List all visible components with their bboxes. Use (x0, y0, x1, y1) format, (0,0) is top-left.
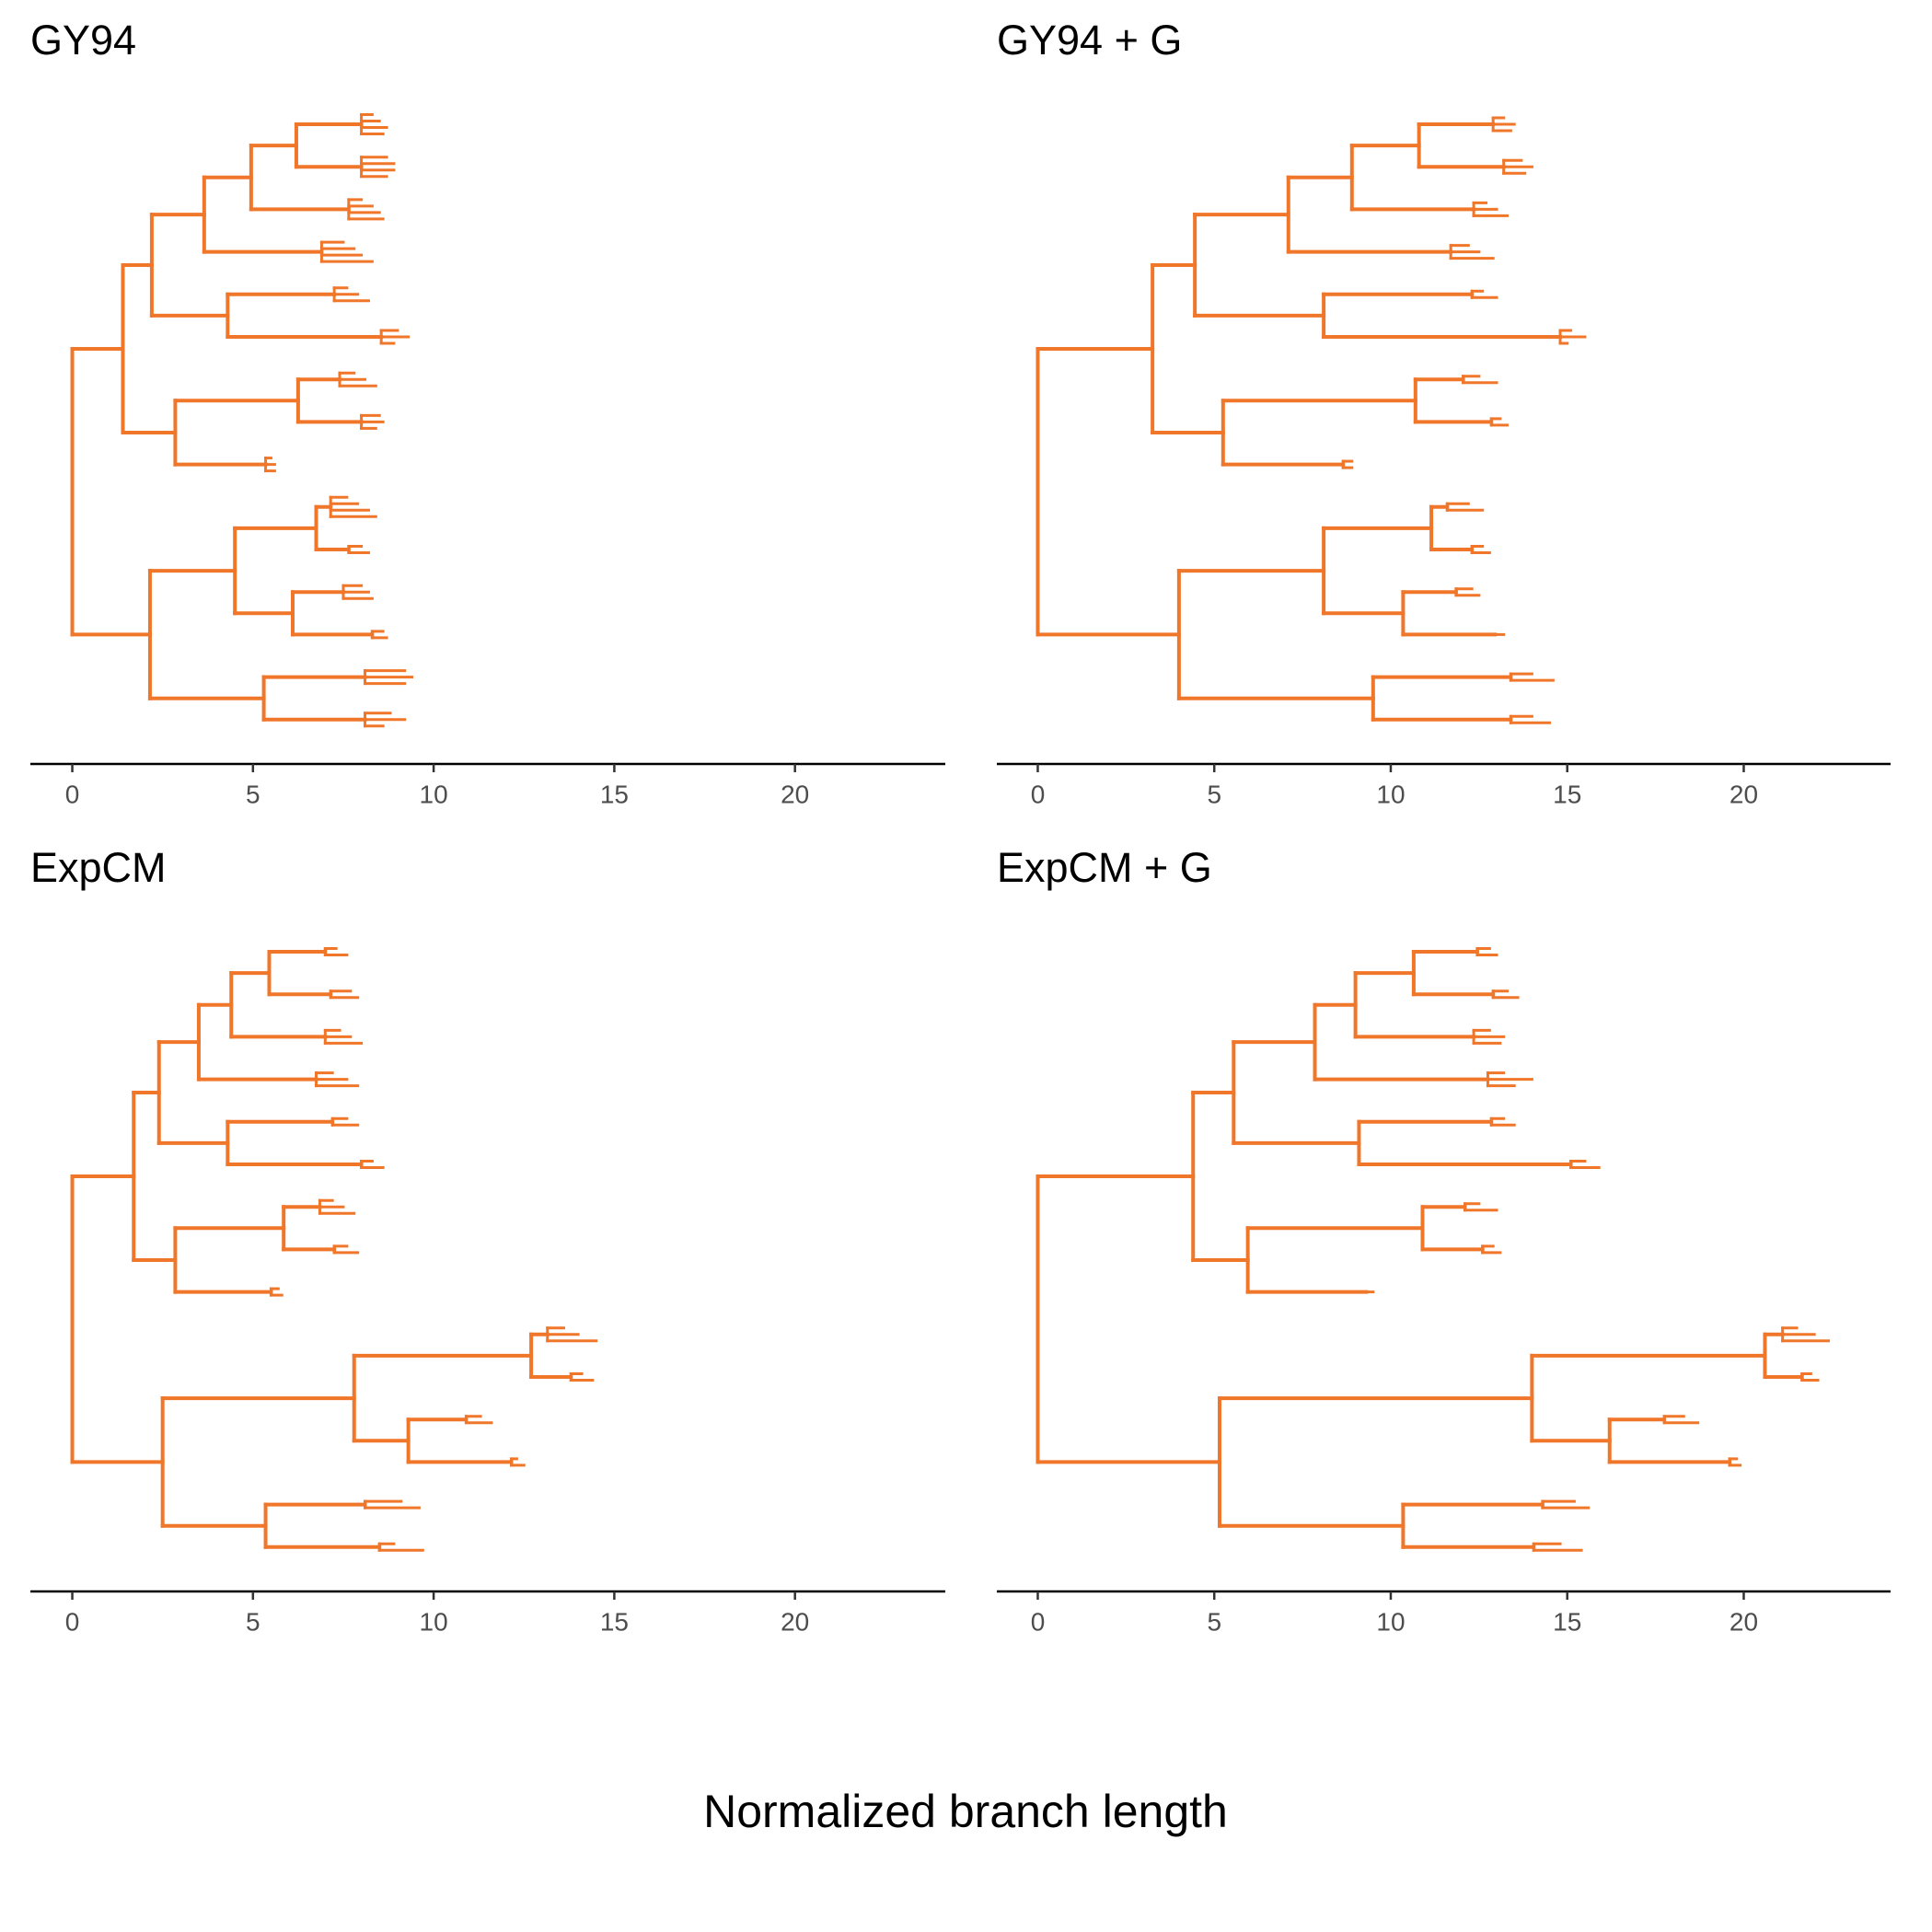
x-tick-label: 5 (1207, 780, 1221, 808)
x-tick-label: 20 (781, 780, 809, 808)
x-tick-label: 0 (65, 1607, 80, 1636)
x-tick-label: 15 (600, 780, 629, 808)
x-tick-label: 20 (1730, 780, 1758, 808)
x-tick-label: 20 (1730, 1607, 1758, 1636)
x-tick-label: 10 (420, 1607, 448, 1636)
panel-title: ExpCM + G (997, 844, 1212, 891)
x-tick-label: 0 (1031, 1607, 1046, 1636)
x-tick-label: 20 (781, 1607, 809, 1636)
x-tick-label: 5 (246, 780, 260, 808)
panel: GY94 + G 0 5 10 15 20 (997, 17, 1891, 808)
panel-title: ExpCM (30, 844, 167, 891)
x-tick-label: 10 (420, 780, 448, 808)
x-tick-label: 0 (1031, 780, 1046, 808)
panel-title: GY94 + G (997, 17, 1182, 64)
panel: ExpCM 0 5 10 15 20 (30, 844, 945, 1636)
x-tick-label: 10 (1376, 780, 1405, 808)
x-tick-label: 15 (1553, 780, 1581, 808)
x-tick-label: 0 (65, 780, 80, 808)
x-tick-label: 15 (1553, 1607, 1581, 1636)
x-tick-label: 10 (1376, 1607, 1405, 1636)
x-tick-label: 15 (600, 1607, 629, 1636)
panel: ExpCM + G 0 5 10 15 20 (997, 844, 1891, 1636)
x-tick-label: 5 (246, 1607, 260, 1636)
x-tick-label: 5 (1207, 1607, 1221, 1636)
panel: GY94 0 5 10 15 20 (30, 17, 945, 808)
x-axis-title: Normalized branch length (703, 1786, 1228, 1837)
panel-title: GY94 (30, 17, 136, 64)
